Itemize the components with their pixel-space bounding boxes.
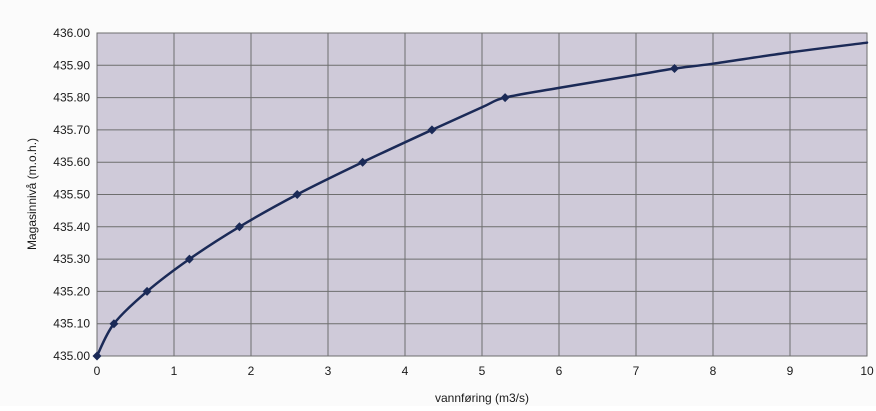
y-axis-ticks: 435.00 435.10 435.20 435.30 435.40 435.50 435.… — [53, 26, 90, 363]
data-point-marker — [670, 64, 679, 74]
y-tick-label: 435.30 — [53, 252, 90, 266]
x-tick-label: 4 — [402, 364, 409, 378]
data-point-marker — [109, 319, 119, 329]
y-tick-label: 435.00 — [53, 349, 90, 363]
data-point-marker — [92, 351, 102, 361]
y-axis-title: Magasinnivå (m.o.h.) — [25, 138, 39, 250]
x-tick-label: 5 — [479, 364, 486, 378]
x-tick-label: 6 — [556, 364, 563, 378]
x-tick-label: 7 — [633, 364, 640, 378]
data-point-marker — [184, 254, 194, 264]
x-tick-label: 9 — [787, 364, 794, 378]
x-tick-label: 1 — [171, 364, 178, 378]
y-tick-label: 435.80 — [53, 91, 90, 105]
y-tick-label: 435.60 — [53, 155, 90, 169]
x-axis-ticks: 0 1 2 3 4 5 6 7 8 9 10 — [94, 364, 874, 378]
data-point-marker — [358, 157, 368, 167]
series-markers — [92, 64, 679, 361]
y-tick-label: 435.10 — [53, 317, 90, 331]
data-point-marker — [500, 93, 510, 103]
x-tick-label: 0 — [94, 364, 101, 378]
y-tick-label: 435.20 — [53, 284, 90, 298]
data-point-marker — [234, 222, 244, 232]
y-tick-label: 435.70 — [53, 123, 90, 137]
data-point-marker — [292, 190, 302, 199]
data-point-marker — [427, 125, 437, 135]
x-tick-label: 3 — [325, 364, 332, 378]
gridlines — [97, 33, 867, 356]
y-tick-label: 435.90 — [53, 58, 90, 72]
y-tick-label: 436.00 — [53, 26, 90, 40]
x-tick-label: 8 — [710, 364, 717, 378]
y-tick-label: 435.40 — [53, 220, 90, 234]
x-tick-label: 2 — [248, 364, 255, 378]
x-axis-title: vannføring (m3/s) — [435, 391, 529, 405]
data-point-marker — [142, 286, 152, 296]
x-tick-label: 10 — [860, 364, 874, 378]
y-tick-label: 435.50 — [53, 188, 90, 202]
series-line — [95, 41, 869, 358]
